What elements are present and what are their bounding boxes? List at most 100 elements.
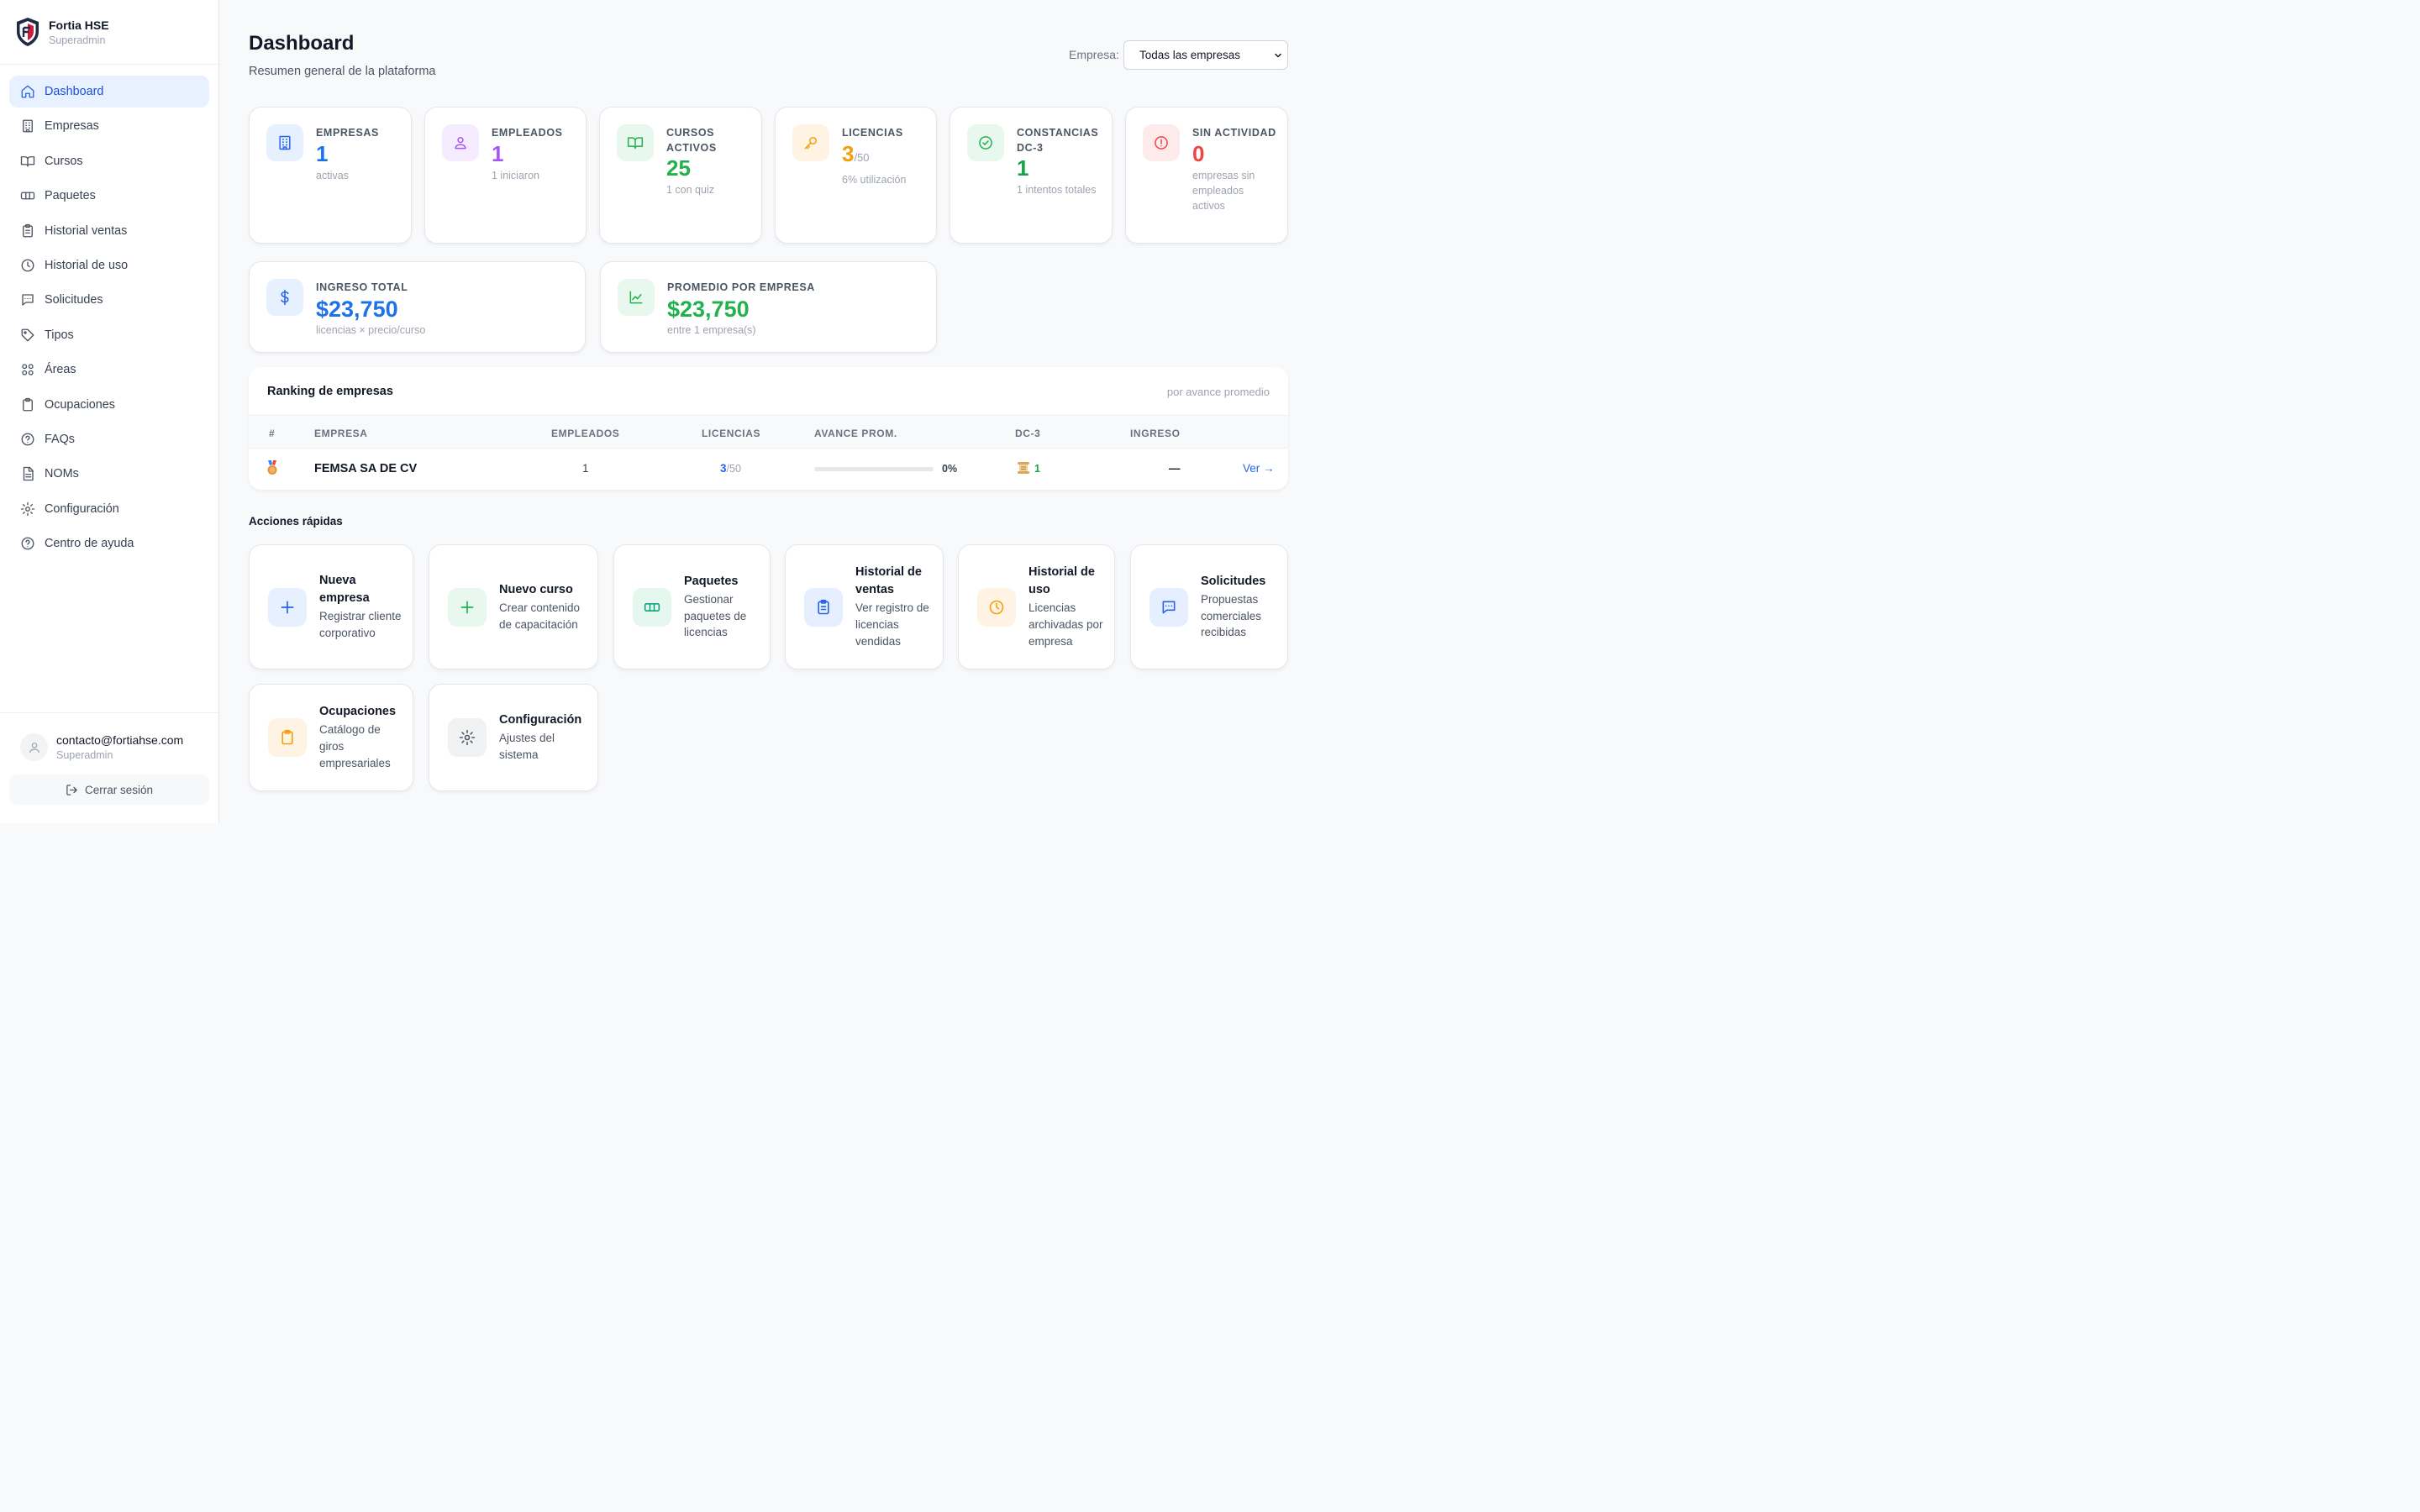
brand-name: Fortia HSE: [49, 18, 109, 32]
sidebar-item-empresas[interactable]: Empresas: [9, 110, 209, 142]
ingreso-value: —: [1169, 462, 1181, 475]
help-circle-icon: [20, 536, 35, 551]
sidebar-item-faqs[interactable]: FAQs: [9, 423, 209, 455]
stat-sub: 1 con quiz: [666, 184, 714, 196]
shield-logo-icon: [15, 17, 40, 47]
sidebar-item-label: Solicitudes: [45, 293, 103, 307]
column-header: AVANCE PROM.: [814, 428, 897, 439]
clipboard-icon: [20, 223, 35, 239]
sidebar-item-label: FAQs: [45, 432, 75, 446]
quick-action-desc: Crear contenido de capacitación: [499, 601, 581, 631]
quick-action-desc: Gestionar paquetes de licencias: [684, 592, 747, 639]
home-icon: [20, 84, 35, 99]
sidebar-nav: Dashboard Empresas Cursos Paquetes Histo…: [0, 65, 218, 559]
stat-sub: 1 intentos totales: [1017, 184, 1097, 196]
quick-action-historial-uso[interactable]: Historial de uso Licencias archivadas por…: [958, 544, 1115, 669]
empresa-name: FEMSA SA DE CV: [314, 462, 418, 475]
quick-action-name: Nueva empresa: [319, 574, 370, 606]
quick-action-ocupaciones[interactable]: Ocupaciones Catálogo de giros empresarial…: [249, 684, 413, 791]
sidebar-item-historial-uso[interactable]: Historial de uso: [9, 249, 209, 281]
sidebar-item-historial-ventas[interactable]: Historial ventas: [9, 215, 209, 247]
sidebar-item-ocupaciones[interactable]: Ocupaciones: [9, 389, 209, 421]
quick-action-name: Ocupaciones: [319, 705, 397, 719]
stat-sub: empresas sin empleados activos: [1192, 169, 1255, 212]
building-icon: [20, 118, 35, 134]
user-role: Superadmin: [56, 749, 113, 761]
sidebar-item-tipos[interactable]: Tipos: [9, 319, 209, 351]
logout-icon: [66, 784, 85, 796]
sidebar-item-cursos[interactable]: Cursos: [9, 145, 209, 177]
dc3-count: 1: [1034, 463, 1040, 475]
clipboard-icon: [804, 587, 843, 627]
quick-action-nuevo-curso[interactable]: Nuevo curso Crear contenido de capacitaci…: [429, 544, 598, 669]
user-profile[interactable]: contacto@fortiahse.com Superadmin: [0, 713, 218, 761]
stat-card-empresas: EMPRESAS 1 activas: [249, 107, 412, 244]
quick-action-name: Solicitudes: [1201, 574, 1266, 588]
stat-label: PROMEDIO POR EMPRESA: [667, 281, 815, 293]
logout-button[interactable]: Cerrar sesión: [9, 774, 209, 805]
ranking-title: Ranking de empresas: [267, 385, 393, 398]
stat-label: LICENCIAS: [842, 127, 903, 139]
stat-value: 1: [1017, 155, 1029, 181]
check-circle-icon: [967, 124, 1004, 161]
clock-icon: [20, 258, 35, 273]
ticket-icon: [20, 188, 35, 203]
sidebar-item-label: Centro de ayuda: [45, 537, 134, 551]
quick-actions-title: Acciones rápidas: [249, 515, 343, 528]
logout-label: Cerrar sesión: [84, 783, 154, 796]
revenue-card-total: INGRESO TOTAL $23,750 licencias × precio…: [249, 261, 586, 353]
column-header: EMPRESA: [314, 428, 368, 439]
user-email: contacto@fortiahse.com: [56, 733, 184, 747]
quick-action-solicitudes[interactable]: Solicitudes Propuestas comerciales recibi…: [1130, 544, 1288, 669]
sidebar-item-configuracion[interactable]: Configuración: [9, 493, 209, 525]
quick-action-name: Nuevo curso: [499, 582, 573, 596]
sidebar-item-label: Empresas: [45, 119, 99, 134]
quick-action-nueva-empresa[interactable]: Nueva empresa Registrar cliente corporati…: [249, 544, 413, 669]
stat-denominator: /50: [854, 150, 870, 164]
ranking-table-header: # EMPRESA EMPLEADOS LICENCIAS AVANCE PRO…: [249, 415, 1288, 449]
sidebar-item-centro-ayuda[interactable]: Centro de ayuda: [9, 528, 209, 559]
quick-action-name: Paquetes: [684, 574, 739, 588]
user-avatar-icon: [20, 733, 48, 761]
stat-value: 3/50: [842, 140, 870, 166]
table-row: FEMSA SA DE CV 1 3/50 0% 1 — Ver →: [249, 449, 1288, 490]
stat-sub: 6% utilización: [842, 173, 907, 186]
stat-label: EMPLEADOS: [492, 127, 563, 139]
empresa-filter-label: Empresa:: [1069, 48, 1119, 61]
stat-value: 1: [492, 140, 504, 166]
stat-sub: licencias × precio/curso: [316, 323, 426, 336]
ver-link[interactable]: Ver →: [1243, 462, 1275, 475]
empresa-filter-select[interactable]: Todas las empresas: [1123, 40, 1288, 70]
stat-card-empleados: EMPLEADOS 1 1 iniciaron: [424, 107, 587, 244]
sidebar-item-solicitudes[interactable]: Solicitudes: [9, 284, 209, 316]
brand[interactable]: Fortia HSE Superadmin: [0, 0, 218, 65]
stat-card-constancias: CONSTANCIAS DC-3 1 1 intentos totales: [950, 107, 1113, 244]
scroll-icon: [1018, 461, 1029, 475]
quick-action-paquetes[interactable]: Paquetes Gestionar paquetes de licencias: [613, 544, 771, 669]
quick-action-desc: Ver registro de licencias vendidas: [855, 601, 929, 648]
revenue-card-promedio: PROMEDIO POR EMPRESA $23,750 entre 1 emp…: [600, 261, 937, 353]
grid-icon: [20, 362, 35, 377]
quick-action-historial-ventas[interactable]: Historial de ventas Ver registro de licen…: [785, 544, 944, 669]
stat-sub: 1 iniciaron: [492, 169, 539, 181]
column-header: EMPLEADOS: [551, 428, 620, 439]
chevron-down-icon: [1273, 50, 1283, 60]
plus-icon: [268, 587, 307, 627]
sidebar-item-label: Ocupaciones: [45, 397, 115, 412]
sidebar-item-areas[interactable]: Áreas: [9, 354, 209, 386]
quick-action-name: Configuración: [499, 713, 582, 727]
sidebar-item-label: Configuración: [45, 501, 119, 516]
sidebar-item-noms[interactable]: NOMs: [9, 458, 209, 490]
quick-action-desc: Registrar cliente corporativo: [319, 610, 402, 639]
sidebar-item-label: Historial ventas: [45, 223, 128, 238]
sidebar-item-label: Tipos: [45, 328, 74, 342]
book-icon: [617, 124, 654, 161]
sidebar-item-paquetes[interactable]: Paquetes: [9, 180, 209, 212]
sidebar-item-dashboard[interactable]: Dashboard: [9, 76, 209, 108]
page-subtitle: Resumen general de la plataforma: [249, 65, 436, 78]
licencias-total: /50: [726, 463, 741, 475]
stat-sub: activas: [316, 169, 349, 181]
stat-value: $23,750: [316, 296, 398, 322]
quick-action-configuracion[interactable]: Configuración Ajustes del sistema: [429, 684, 598, 791]
ranking-hint: por avance promedio: [1166, 386, 1270, 398]
